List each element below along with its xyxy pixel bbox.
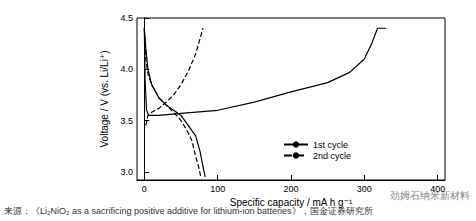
svg-text:2nd cycle: 2nd cycle [313,151,351,161]
svg-text:200: 200 [283,184,298,194]
svg-text:300: 300 [357,184,372,194]
svg-text:来源：《Li₂NiO₂ as a sacrificing p: 来源：《Li₂NiO₂ as a sacrificing positive ad… [4,205,373,216]
svg-text:4.0: 4.0 [120,64,133,74]
svg-text:4.5: 4.5 [120,13,133,23]
svg-text:3.5: 3.5 [120,116,133,126]
svg-text:1st cycle: 1st cycle [313,140,348,150]
svg-text:3.0: 3.0 [120,167,133,177]
svg-text:Voltage / V (vs. Li/Li⁺): Voltage / V (vs. Li/Li⁺) [99,51,110,148]
svg-text:劲姆石纳米新材料: 劲姆石纳米新材料 [390,189,470,201]
svg-text:0: 0 [142,184,147,194]
svg-text:100: 100 [210,184,225,194]
svg-text:Specific capacity / mA h g⁻¹: Specific capacity / mA h g⁻¹ [230,197,353,208]
svg-text:400: 400 [430,184,445,194]
